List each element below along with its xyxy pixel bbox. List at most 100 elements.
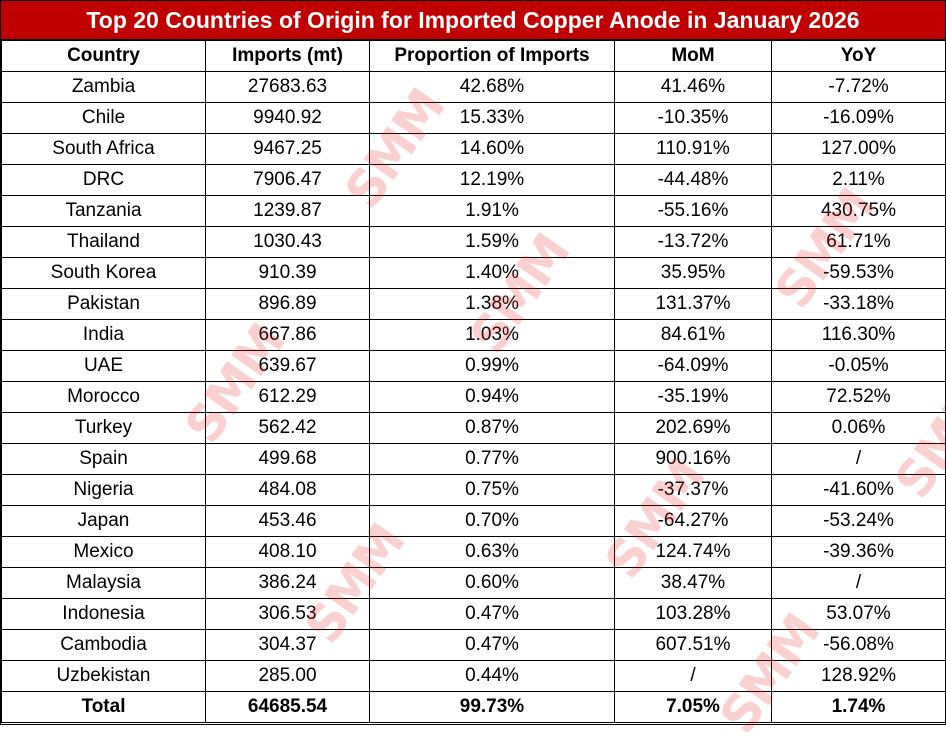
header-country: Country [1, 40, 206, 72]
table-row: South Africa 9467.25 14.60% 110.91% 127.00% [1, 133, 946, 165]
imports-table: Country Imports (mt) Proportion of Impor… [1, 40, 946, 723]
table-row: Pakistan 896.89 1.38% 131.37% -33.18% [1, 288, 946, 320]
cell-mom: -35.19% [614, 381, 772, 413]
cell-proportion: 1.40% [369, 257, 615, 289]
cell-mom: 124.74% [614, 536, 772, 568]
cell-country: UAE [1, 350, 206, 382]
cell-yoy: 128.92% [771, 660, 946, 692]
cell-proportion: 0.47% [369, 598, 615, 630]
table-row: Zambia 27683.63 42.68% 41.46% -7.72% [1, 71, 946, 103]
cell-yoy: 127.00% [771, 133, 946, 165]
cell-proportion: 0.60% [369, 567, 615, 599]
cell-proportion: 1.38% [369, 288, 615, 320]
cell-mom: 103.28% [614, 598, 772, 630]
total-cell-proportion: 99.73% [369, 691, 615, 723]
cell-yoy: / [771, 567, 946, 599]
total-cell-country: Total [1, 691, 206, 723]
header-yoy: YoY [771, 40, 946, 72]
cell-country: South Africa [1, 133, 206, 165]
cell-yoy: -53.24% [771, 505, 946, 537]
cell-imports: 7906.47 [205, 164, 370, 196]
table-row: Morocco 612.29 0.94% -35.19% 72.52% [1, 381, 946, 413]
cell-country: Turkey [1, 412, 206, 444]
cell-yoy: 430.75% [771, 195, 946, 227]
cell-mom: -55.16% [614, 195, 772, 227]
cell-country: Zambia [1, 71, 206, 103]
table-row: UAE 639.67 0.99% -64.09% -0.05% [1, 350, 946, 382]
cell-imports: 667.86 [205, 319, 370, 351]
cell-yoy: 116.30% [771, 319, 946, 351]
cell-country: Mexico [1, 536, 206, 568]
cell-imports: 27683.63 [205, 71, 370, 103]
header-proportion: Proportion of Imports [369, 40, 615, 72]
cell-imports: 285.00 [205, 660, 370, 692]
cell-proportion: 15.33% [369, 102, 615, 134]
cell-imports: 1239.87 [205, 195, 370, 227]
cell-mom: 41.46% [614, 71, 772, 103]
cell-country: Nigeria [1, 474, 206, 506]
cell-yoy: 61.71% [771, 226, 946, 258]
cell-country: Cambodia [1, 629, 206, 661]
cell-imports: 386.24 [205, 567, 370, 599]
header-imports: Imports (mt) [205, 40, 370, 72]
cell-country: DRC [1, 164, 206, 196]
cell-country: Indonesia [1, 598, 206, 630]
table-row: Mexico 408.10 0.63% 124.74% -39.36% [1, 536, 946, 568]
cell-mom: 110.91% [614, 133, 772, 165]
cell-mom: -10.35% [614, 102, 772, 134]
cell-mom: / [614, 660, 772, 692]
cell-proportion: 0.87% [369, 412, 615, 444]
cell-proportion: 1.91% [369, 195, 615, 227]
table-row: Spain 499.68 0.77% 900.16% / [1, 443, 946, 475]
cell-imports: 484.08 [205, 474, 370, 506]
table-row: Tanzania 1239.87 1.91% -55.16% 430.75% [1, 195, 946, 227]
total-cell-yoy: 1.74% [771, 691, 946, 723]
cell-mom: 35.95% [614, 257, 772, 289]
table-row: Nigeria 484.08 0.75% -37.37% -41.60% [1, 474, 946, 506]
table-title: Top 20 Countries of Origin for Imported … [1, 1, 945, 40]
table-row: Indonesia 306.53 0.47% 103.28% 53.07% [1, 598, 946, 630]
header-row: Country Imports (mt) Proportion of Impor… [1, 40, 946, 72]
cell-proportion: 1.59% [369, 226, 615, 258]
cell-imports: 9940.92 [205, 102, 370, 134]
cell-proportion: 12.19% [369, 164, 615, 196]
table-row: Malaysia 386.24 0.60% 38.47% / [1, 567, 946, 599]
cell-yoy: -33.18% [771, 288, 946, 320]
table-row: DRC 7906.47 12.19% -44.48% 2.11% [1, 164, 946, 196]
cell-country: Morocco [1, 381, 206, 413]
cell-proportion: 0.75% [369, 474, 615, 506]
header-mom: MoM [614, 40, 772, 72]
cell-imports: 453.46 [205, 505, 370, 537]
cell-proportion: 0.44% [369, 660, 615, 692]
cell-country: Japan [1, 505, 206, 537]
cell-yoy: -39.36% [771, 536, 946, 568]
cell-proportion: 14.60% [369, 133, 615, 165]
table-row: Uzbekistan 285.00 0.44%/128.92% [1, 660, 946, 692]
cell-imports: 304.37 [205, 629, 370, 661]
cell-mom: 131.37% [614, 288, 772, 320]
cell-imports: 1030.43 [205, 226, 370, 258]
cell-yoy: -16.09% [771, 102, 946, 134]
cell-yoy: / [771, 443, 946, 475]
cell-imports: 306.53 [205, 598, 370, 630]
cell-imports: 408.10 [205, 536, 370, 568]
table-row: Thailand 1030.43 1.59% -13.72% 61.71% [1, 226, 946, 258]
cell-country: Malaysia [1, 567, 206, 599]
cell-imports: 612.29 [205, 381, 370, 413]
cell-imports: 896.89 [205, 288, 370, 320]
cell-yoy: -7.72% [771, 71, 946, 103]
cell-proportion: 0.63% [369, 536, 615, 568]
cell-mom: 202.69% [614, 412, 772, 444]
cell-yoy: -56.08% [771, 629, 946, 661]
total-cell-mom: 7.05% [614, 691, 772, 723]
cell-proportion: 0.70% [369, 505, 615, 537]
cell-imports: 562.42 [205, 412, 370, 444]
total-row: Total 64685.54 99.73% 7.05% 1.74% [1, 691, 946, 723]
cell-yoy: -0.05% [771, 350, 946, 382]
cell-mom: 38.47% [614, 567, 772, 599]
cell-country: South Korea [1, 257, 206, 289]
total-cell-imports: 64685.54 [205, 691, 370, 723]
cell-mom: -64.27% [614, 505, 772, 537]
table-row: Chile 9940.92 15.33% -10.35% -16.09% [1, 102, 946, 134]
cell-mom: -13.72% [614, 226, 772, 258]
